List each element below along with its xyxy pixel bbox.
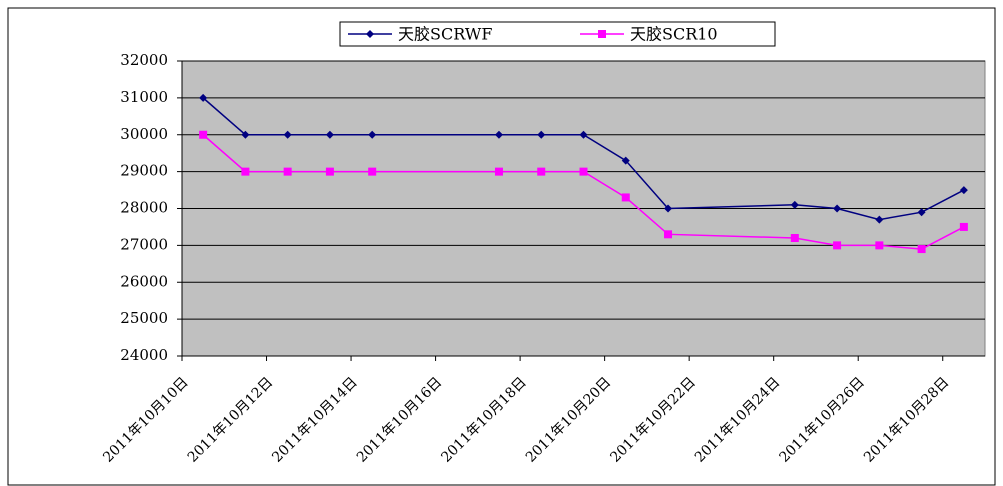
- marker: [917, 208, 926, 217]
- marker: [494, 167, 503, 176]
- legend-marker: [598, 30, 606, 38]
- marker: [325, 167, 334, 176]
- marker: [368, 167, 377, 176]
- marker: [959, 186, 968, 195]
- y-tick-label: 28000: [120, 199, 168, 217]
- marker: [241, 130, 250, 139]
- legend-label: 天胶SCR10: [630, 25, 718, 44]
- y-tick-label: 32000: [120, 51, 168, 69]
- marker: [241, 167, 250, 176]
- marker: [917, 245, 926, 254]
- marker: [790, 200, 799, 209]
- marker: [368, 130, 377, 139]
- y-tick-label: 29000: [120, 162, 168, 180]
- marker: [664, 230, 673, 239]
- y-tick-label: 25000: [120, 309, 168, 327]
- marker: [833, 241, 842, 250]
- legend-label: 天胶SCRWF: [398, 25, 492, 44]
- y-tick-label: 30000: [120, 125, 168, 143]
- marker: [875, 241, 884, 250]
- marker: [664, 204, 673, 213]
- marker: [283, 167, 292, 176]
- marker: [959, 222, 968, 231]
- marker: [537, 130, 546, 139]
- marker: [199, 93, 208, 102]
- marker: [199, 130, 208, 139]
- marker: [325, 130, 334, 139]
- y-tick-label: 24000: [120, 346, 168, 364]
- marker: [621, 156, 630, 165]
- marker: [579, 130, 588, 139]
- y-tick-label: 31000: [120, 88, 168, 106]
- marker: [537, 167, 546, 176]
- y-tick-label: 26000: [120, 272, 168, 290]
- marker: [494, 130, 503, 139]
- marker: [790, 234, 799, 242]
- marker: [875, 215, 884, 224]
- marker: [283, 130, 292, 139]
- y-tick-label: 27000: [120, 235, 168, 253]
- marker: [833, 204, 842, 213]
- legend: [339, 21, 776, 47]
- marker: [579, 167, 588, 176]
- marker: [621, 193, 630, 202]
- legend-marker: [366, 30, 374, 38]
